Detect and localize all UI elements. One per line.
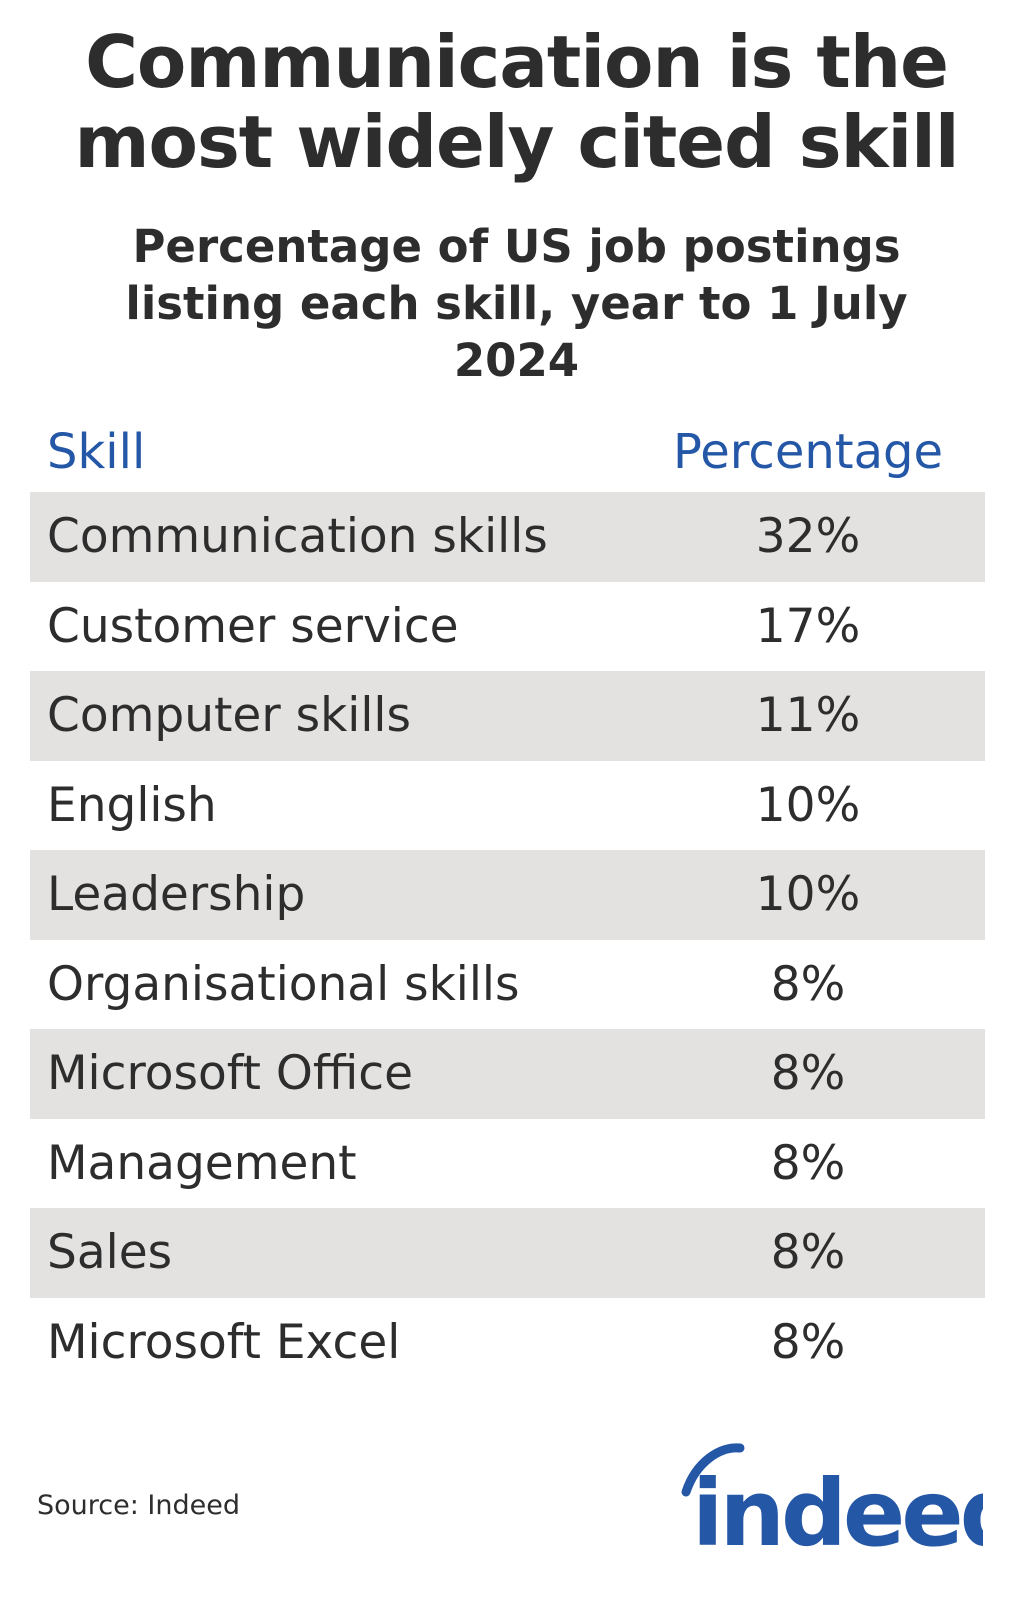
table-row: Leadership 10% <box>30 850 985 940</box>
table-row: Microsoft Office 8% <box>30 1029 985 1119</box>
percentage-cell: 8% <box>770 1135 846 1191</box>
skill-cell: Customer service <box>47 598 459 654</box>
table-row: English 10% <box>30 761 985 851</box>
percentage-cell: 8% <box>770 1046 846 1102</box>
logo-arc <box>681 1443 745 1497</box>
percentage-cell: 32% <box>755 509 861 565</box>
skill-cell: Computer skills <box>47 688 411 744</box>
percentage-cell: 17% <box>755 598 861 654</box>
percentage-cell: 8% <box>770 1314 846 1370</box>
indeed-logo: indeed <box>678 1440 983 1560</box>
percentage-cell: 10% <box>755 867 861 923</box>
table-row: Organisational skills 8% <box>30 940 985 1030</box>
chart-title: Communication is the most widely cited s… <box>74 20 959 184</box>
percentage-cell: 10% <box>755 777 861 833</box>
table-row: Communication skills 32% <box>30 492 985 582</box>
skill-cell: English <box>47 777 217 833</box>
table-row: Microsoft Excel 8% <box>30 1298 985 1388</box>
skill-cell: Microsoft Excel <box>47 1314 401 1370</box>
table-row: Management 8% <box>30 1119 985 1209</box>
indeed-logo-graphic: indeed <box>681 1443 983 1560</box>
skills-table: Skill Percentage Communication skills 32%… <box>30 412 985 1387</box>
skill-cell: Microsoft Office <box>47 1046 414 1102</box>
table-row: Sales 8% <box>30 1208 985 1298</box>
source-note: Source: Indeed <box>37 1490 240 1521</box>
skill-cell: Leadership <box>47 867 306 923</box>
table-row: Customer service 17% <box>30 582 985 672</box>
logo-wordmark: indeed <box>692 1460 983 1560</box>
skill-cell: Organisational skills <box>47 956 520 1012</box>
table-body: Communication skills 32% Customer service 1… <box>30 492 985 1387</box>
percentage-cell: 8% <box>770 956 846 1012</box>
percentage-cell: 11% <box>755 688 861 744</box>
percentage-cell: 8% <box>770 1225 846 1281</box>
table-header-row: Skill Percentage <box>30 412 985 492</box>
chart-subtitle: Percentage of US job postings listing ea… <box>125 220 908 387</box>
skill-cell: Management <box>47 1135 357 1191</box>
table-row: Computer skills 11% <box>30 671 985 761</box>
skill-cell: Sales <box>47 1225 173 1281</box>
column-header-percentage: Percentage <box>672 424 944 480</box>
skill-cell: Communication skills <box>47 509 548 565</box>
column-header-skill: Skill <box>47 424 146 480</box>
